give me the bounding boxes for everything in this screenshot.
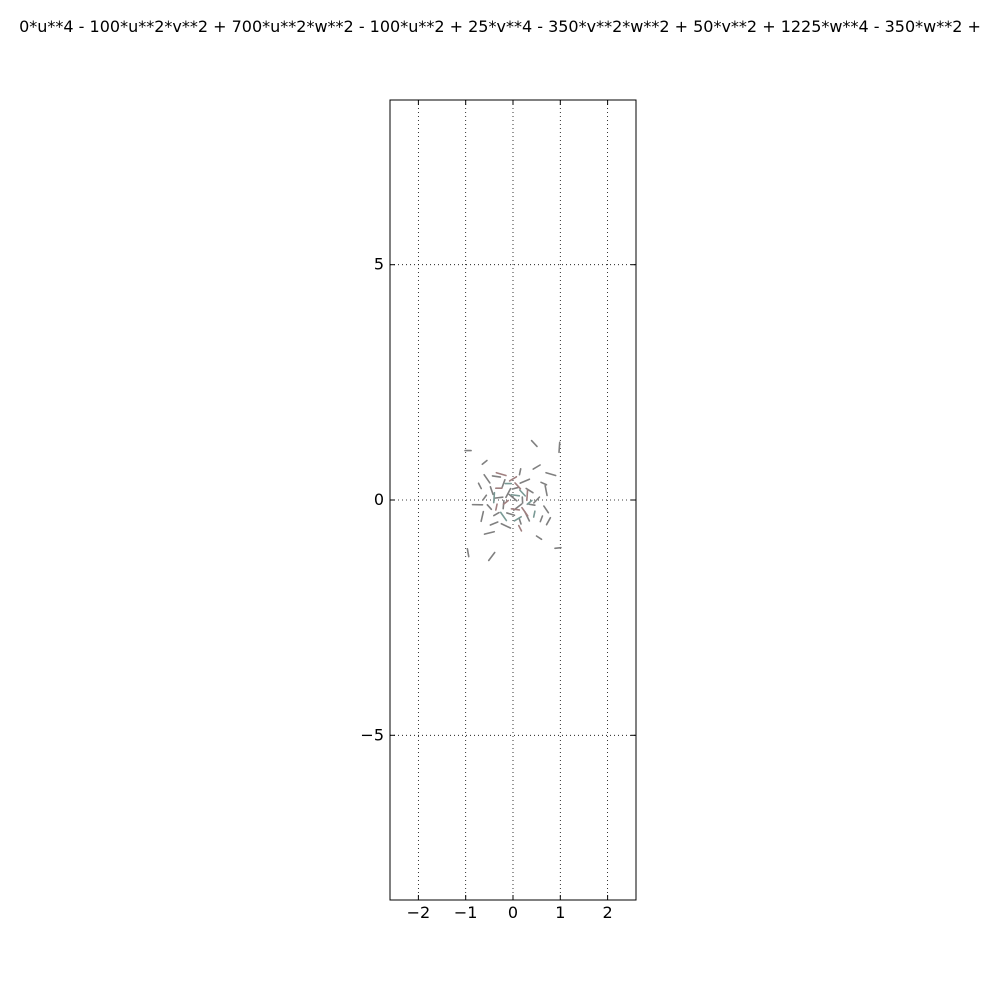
data-point bbox=[487, 551, 496, 562]
data-point bbox=[545, 516, 552, 526]
data-point bbox=[483, 473, 491, 484]
data-point bbox=[495, 503, 498, 511]
data-point bbox=[517, 524, 523, 532]
data-point bbox=[518, 489, 526, 497]
data-point bbox=[535, 535, 543, 541]
data-point bbox=[494, 496, 504, 499]
data-point bbox=[495, 471, 507, 477]
x-tick-label: −2 bbox=[407, 903, 431, 922]
grid-lines bbox=[390, 100, 636, 900]
data-point bbox=[505, 487, 512, 499]
data-point bbox=[489, 521, 499, 526]
data-point bbox=[500, 522, 512, 529]
data-points bbox=[464, 439, 562, 562]
data-point bbox=[511, 486, 520, 490]
data-point bbox=[466, 547, 470, 558]
data-point bbox=[492, 491, 496, 504]
data-point bbox=[486, 504, 493, 511]
data-point bbox=[533, 496, 541, 504]
axis-ticks: −2 −1 0 1 2 −5 0 5 bbox=[360, 100, 636, 922]
y-tick-label: 0 bbox=[374, 490, 384, 509]
data-point bbox=[501, 478, 506, 489]
data-point bbox=[481, 459, 488, 466]
x-tick-label: 0 bbox=[508, 903, 518, 922]
data-point bbox=[514, 482, 522, 490]
chart-title: 0*u**4 - 100*u**2*v**2 + 700*u**2*w**2 -… bbox=[19, 17, 981, 36]
data-point bbox=[554, 546, 562, 550]
data-point bbox=[543, 505, 550, 514]
data-point bbox=[491, 475, 502, 478]
data-point bbox=[506, 512, 516, 517]
data-point bbox=[521, 506, 529, 517]
data-point bbox=[540, 481, 548, 486]
data-point bbox=[525, 487, 534, 494]
data-point bbox=[483, 530, 495, 535]
data-point bbox=[539, 515, 544, 523]
data-point bbox=[489, 486, 494, 496]
x-tick-label: 2 bbox=[603, 903, 613, 922]
data-point bbox=[510, 493, 521, 497]
data-point bbox=[532, 510, 536, 518]
data-point bbox=[513, 515, 522, 522]
x-tick-label: −1 bbox=[454, 903, 478, 922]
y-tick-label: 5 bbox=[374, 255, 384, 274]
data-point bbox=[499, 511, 508, 522]
data-point bbox=[528, 503, 536, 506]
data-point bbox=[558, 441, 561, 454]
data-point bbox=[530, 439, 538, 448]
data-point bbox=[526, 489, 529, 502]
data-point bbox=[493, 511, 500, 517]
data-point bbox=[482, 494, 488, 501]
data-point bbox=[545, 471, 557, 477]
data-point bbox=[526, 499, 533, 506]
data-point bbox=[544, 484, 548, 497]
data-point bbox=[508, 475, 518, 482]
data-point bbox=[480, 510, 485, 523]
data-point bbox=[518, 468, 522, 476]
data-point bbox=[502, 499, 510, 506]
data-point bbox=[477, 482, 483, 490]
data-point bbox=[510, 508, 521, 511]
data-point bbox=[519, 478, 531, 484]
data-point bbox=[518, 517, 522, 525]
x-tick-label: 1 bbox=[555, 903, 565, 922]
data-point bbox=[532, 464, 541, 470]
y-tick-label: −5 bbox=[360, 725, 384, 744]
data-point bbox=[508, 493, 518, 502]
